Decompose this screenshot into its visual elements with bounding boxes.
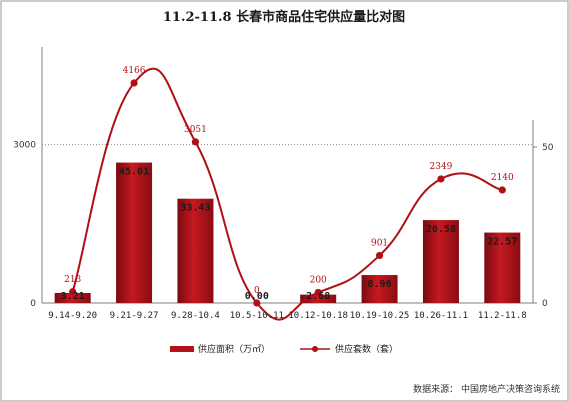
- source-note: 数据来源： 中国房地产决策咨询系统: [413, 383, 560, 395]
- left-tick-label: 0: [30, 299, 36, 309]
- line-value-label: 0: [254, 286, 260, 296]
- bar-value-label: 22.57: [487, 237, 517, 248]
- line-value-label: 213: [64, 275, 81, 285]
- x-tick-label: 10.26-11.1: [414, 311, 468, 321]
- legend-line-label: 供应套数（套）: [335, 343, 398, 355]
- legend: 供应面积（万㎡） 供应套数（套）: [170, 343, 398, 355]
- line-point: [253, 299, 261, 307]
- line-value-label: 2140: [491, 173, 514, 183]
- line-point: [498, 186, 506, 194]
- line-point: [437, 175, 445, 183]
- bar-value-label: 45.01: [119, 167, 149, 178]
- bar-value-label: 2.68: [306, 291, 330, 302]
- x-tick-label: 9.28-10.4: [171, 311, 220, 321]
- chart-title: 11.2-11.8 长春市商品住宅供应量比对图: [163, 9, 405, 25]
- bar: [361, 275, 398, 303]
- x-tick-label: 10.12-10.18: [288, 311, 348, 321]
- line-point: [69, 288, 77, 296]
- bar-value-label: 33.43: [180, 203, 210, 214]
- bar: [484, 232, 521, 303]
- line-point: [375, 251, 384, 260]
- x-tick-label: 11.2-11.8: [478, 311, 527, 321]
- line-value-label: 3051: [184, 125, 207, 135]
- bar: [422, 220, 459, 303]
- right-tick-label: 0: [542, 299, 548, 309]
- line-point: [130, 79, 138, 87]
- bar: [300, 294, 337, 303]
- line-point: [191, 138, 200, 146]
- x-tick-label: 10.5-10.11: [230, 311, 284, 321]
- x-tick-label: 10.19-10.25: [350, 311, 410, 321]
- right-tick-label: 50: [542, 143, 554, 153]
- bar-value-label: 0.00: [245, 291, 269, 302]
- bar: [177, 198, 214, 303]
- bar-value-label: 8.96: [368, 279, 392, 290]
- line-value-label: 2349: [429, 162, 452, 172]
- bar: [116, 162, 153, 303]
- bar-value-label: 3.21: [61, 291, 85, 302]
- legend-line-marker: [312, 346, 318, 352]
- legend-bar-label: 供应面积（万㎡）: [198, 343, 270, 355]
- line-value-label: 200: [310, 275, 327, 285]
- bar: [54, 292, 91, 303]
- left-tick-label: 3000: [13, 141, 36, 151]
- legend-bar-swatch: [170, 346, 194, 352]
- bar-value-label: 26.58: [426, 224, 456, 235]
- x-tick-label: 9.14-9.20: [48, 311, 97, 321]
- line-point: [314, 288, 322, 297]
- line-value-label: 901: [371, 238, 388, 248]
- x-tick-label: 9.21-9.27: [110, 311, 159, 321]
- line-value-label: 4166: [123, 66, 146, 76]
